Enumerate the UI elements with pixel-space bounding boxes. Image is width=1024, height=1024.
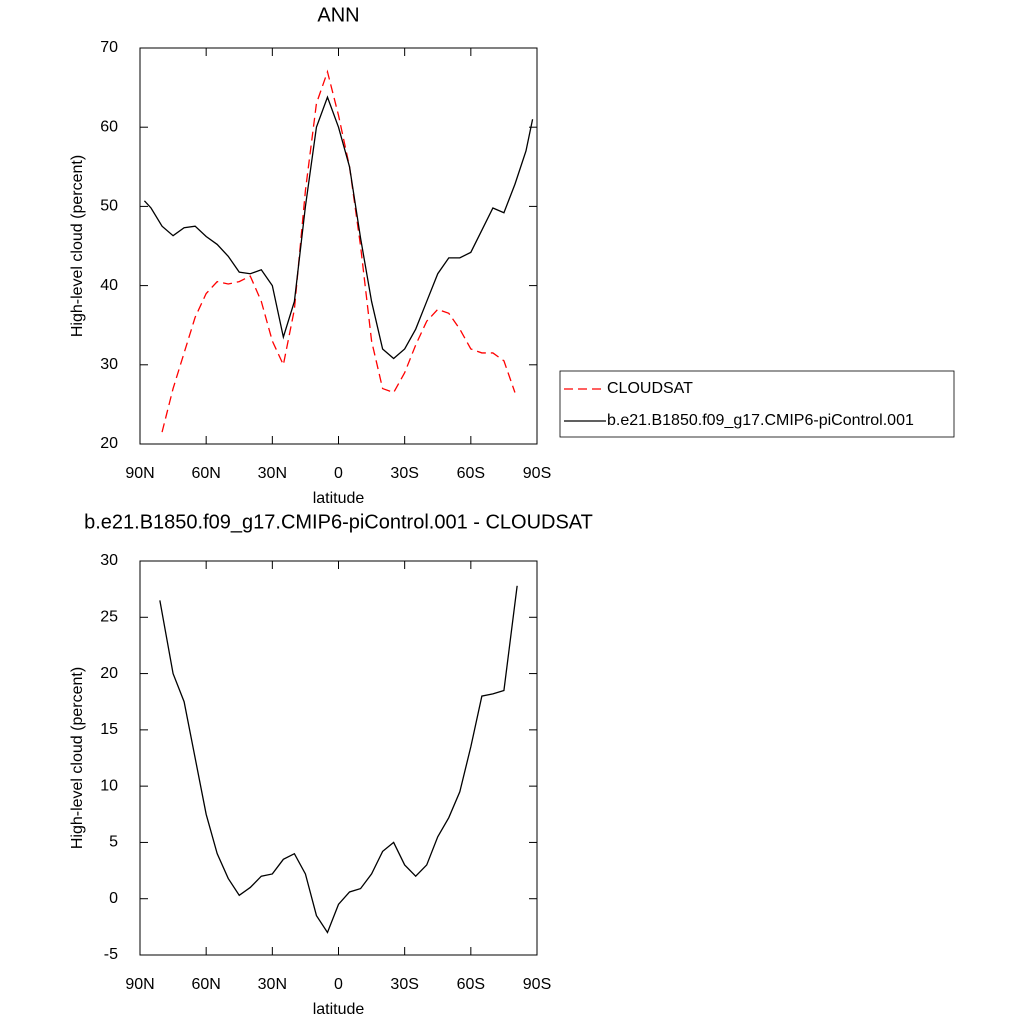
x-tick-label: 90N xyxy=(125,465,154,482)
y-tick-label: 20 xyxy=(100,665,118,682)
y-tick-label: 5 xyxy=(109,834,118,851)
y-tick-label: 30 xyxy=(100,552,118,569)
x-tick-label: 30N xyxy=(258,465,287,482)
legend-label: b.e21.B1850.f09_g17.CMIP6-piControl.001 xyxy=(607,412,914,429)
chart-title: b.e21.B1850.f09_g17.CMIP6-piControl.001 … xyxy=(84,511,593,533)
x-tick-label: 90S xyxy=(523,465,551,482)
y-tick-label: 50 xyxy=(100,198,118,215)
x-tick-label: 0 xyxy=(334,465,343,482)
x-tick-label: 90S xyxy=(523,976,551,993)
y-tick-label: 30 xyxy=(100,356,118,373)
line-series xyxy=(161,69,516,433)
x-tick-label: 30S xyxy=(390,976,418,993)
legend-label: CLOUDSAT xyxy=(607,380,693,397)
line-series xyxy=(159,585,518,934)
y-tick-label: 60 xyxy=(100,118,118,135)
legend-box xyxy=(559,370,955,438)
y-tick-label: 20 xyxy=(100,435,118,452)
y-tick-label: -5 xyxy=(104,946,118,963)
y-tick-label: 15 xyxy=(100,721,118,738)
x-axis-label: latitude xyxy=(313,1001,365,1018)
y-tick-label: 40 xyxy=(100,277,118,294)
y-tick-label: 10 xyxy=(100,777,118,794)
y-axis-label: High-level cloud (percent) xyxy=(69,155,86,337)
x-tick-label: 60S xyxy=(457,976,485,993)
y-axis-label: High-level cloud (percent) xyxy=(69,667,86,849)
y-tick-label: 0 xyxy=(109,890,118,907)
x-tick-label: 60S xyxy=(457,465,485,482)
x-axis-label: latitude xyxy=(313,490,365,507)
chart-title: ANN xyxy=(317,4,359,26)
x-tick-label: 60N xyxy=(191,465,220,482)
y-tick-label: 25 xyxy=(100,609,118,626)
plot-frame xyxy=(139,560,538,956)
x-tick-label: 90N xyxy=(125,976,154,993)
x-tick-label: 30S xyxy=(390,465,418,482)
line-series xyxy=(143,95,534,360)
y-tick-label: 70 xyxy=(100,39,118,56)
plot-frame xyxy=(139,47,538,445)
x-tick-label: 0 xyxy=(334,976,343,993)
x-tick-label: 30N xyxy=(258,976,287,993)
x-tick-label: 60N xyxy=(191,976,220,993)
